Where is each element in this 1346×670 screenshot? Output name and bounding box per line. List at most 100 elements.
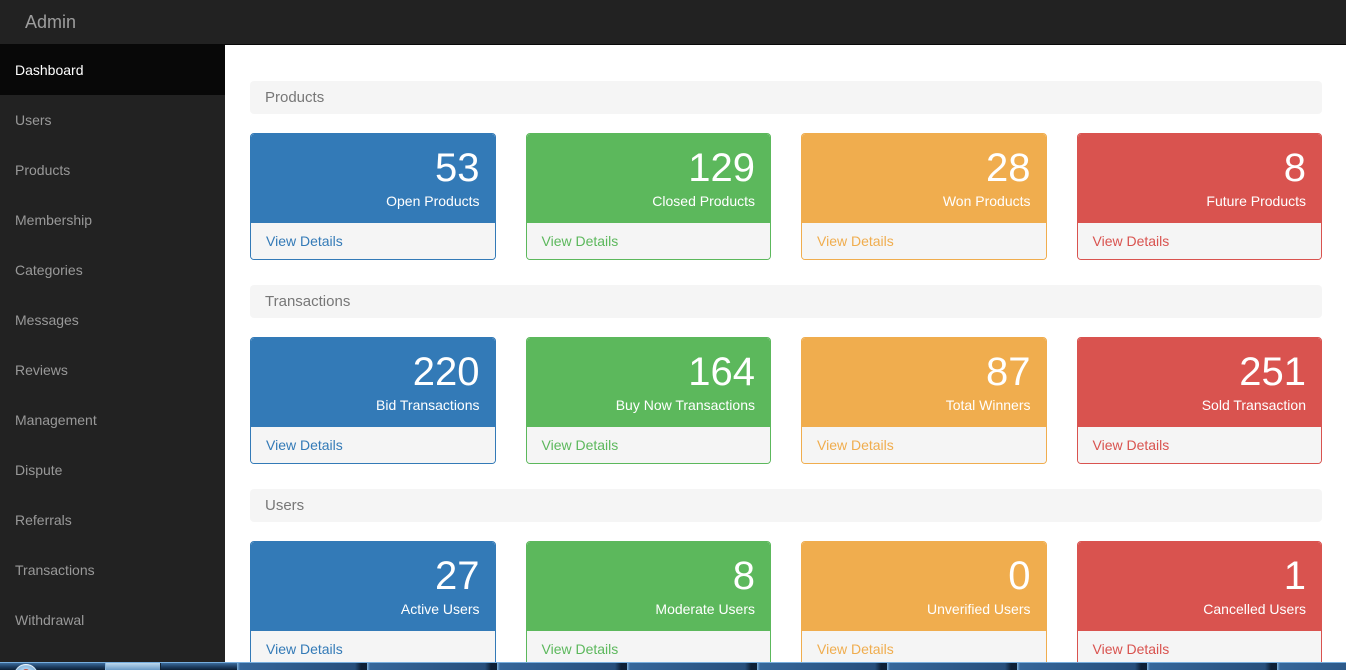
sidebar-item-messages[interactable]: Messages <box>15 312 79 328</box>
card-row: 53 Open Products View Details 129 Closed… <box>250 133 1322 260</box>
view-details-link[interactable]: View Details <box>817 233 894 249</box>
stat-value: 28 <box>986 146 1031 190</box>
stat-value: 251 <box>1239 350 1306 394</box>
stat-card-footer: View Details <box>802 223 1046 259</box>
stat-label: Future Products <box>1206 193 1306 209</box>
stat-label: Won Products <box>942 193 1031 209</box>
taskbar-button[interactable] <box>105 663 161 670</box>
stat-card-won-products: 28 Won Products View Details <box>801 133 1047 260</box>
stat-card-footer: View Details <box>1077 631 1321 667</box>
sidebar-item-management[interactable]: Management <box>15 412 97 428</box>
section-transactions: Transactions 220 Bid Transactions View D… <box>250 285 1322 464</box>
view-details-link[interactable]: View Details <box>541 437 619 453</box>
stat-label: Total Winners <box>945 397 1031 413</box>
stat-card-footer: View Details <box>251 427 495 463</box>
stat-card-heading: 251 Sold Transaction <box>1077 338 1321 427</box>
view-details-link[interactable]: View Details <box>1092 437 1170 453</box>
stat-card-open-products: 53 Open Products View Details <box>250 133 496 260</box>
main-content: Products 53 Open Products View Details 1… <box>225 45 1346 670</box>
app-brand[interactable]: Admin <box>25 12 77 32</box>
stat-card-heading: 8 Moderate Users <box>526 542 770 631</box>
section-users: Users 27 Active Users View Details 8 Mod… <box>250 489 1322 668</box>
stat-card-footer: View Details <box>251 631 495 667</box>
stat-value: 0 <box>1008 554 1031 598</box>
section-products: Products 53 Open Products View Details 1… <box>250 81 1322 260</box>
stat-value: 87 <box>986 350 1031 394</box>
view-details-link[interactable]: View Details <box>266 641 343 657</box>
stat-label: Moderate Users <box>655 601 755 617</box>
windows-taskbar[interactable] <box>0 662 1346 670</box>
stat-value: 164 <box>688 350 755 394</box>
stat-card-total-winners: 87 Total Winners View Details <box>801 337 1047 464</box>
stat-card-heading: 8 Future Products <box>1077 134 1321 223</box>
stat-label: Buy Now Transactions <box>615 397 755 413</box>
stat-card-footer: View Details <box>1077 427 1321 463</box>
card-row: 27 Active Users View Details 8 Moderate … <box>250 541 1322 668</box>
stat-card-active-users: 27 Active Users View Details <box>250 541 496 668</box>
sidebar-nav: Dashboard Users Products Membership Cate… <box>0 45 225 670</box>
card-row: 220 Bid Transactions View Details 164 Bu… <box>250 337 1322 464</box>
stat-card-heading: 1 Cancelled Users <box>1077 542 1321 631</box>
top-navbar: Admin <box>0 0 1346 45</box>
stat-card-heading: 27 Active Users <box>251 542 495 631</box>
stat-value: 129 <box>688 146 755 190</box>
sidebar-item-products[interactable]: Products <box>15 162 71 178</box>
sidebar-item-users[interactable]: Users <box>15 112 52 128</box>
view-details-link[interactable]: View Details <box>541 641 619 657</box>
stat-card-heading: 129 Closed Products <box>526 134 770 223</box>
stat-card-footer: View Details <box>526 223 770 259</box>
view-details-link[interactable]: View Details <box>1092 641 1170 657</box>
stat-label: Bid Transactions <box>376 397 480 413</box>
stat-card-buy-now-transactions: 164 Buy Now Transactions View Details <box>525 337 771 464</box>
stat-card-heading: 164 Buy Now Transactions <box>526 338 770 427</box>
stat-card-footer: View Details <box>251 223 495 259</box>
stat-label: Cancelled Users <box>1203 601 1306 617</box>
view-details-link[interactable]: View Details <box>817 641 894 657</box>
stat-value: 27 <box>435 554 480 598</box>
stat-card-footer: View Details <box>526 631 770 667</box>
stat-card-heading: 53 Open Products <box>251 134 495 223</box>
view-details-link[interactable]: View Details <box>266 437 343 453</box>
stat-card-footer: View Details <box>1077 223 1321 259</box>
stat-card-closed-products: 129 Closed Products View Details <box>525 133 771 260</box>
stat-value: 8 <box>1283 146 1306 190</box>
sidebar-item-dispute[interactable]: Dispute <box>15 462 63 478</box>
stat-label: Active Users <box>400 601 480 617</box>
stat-card-unverified-users: 0 Unverified Users View Details <box>801 541 1047 668</box>
stat-card-heading: 87 Total Winners <box>802 338 1046 427</box>
stat-card-footer: View Details <box>802 631 1046 667</box>
stat-card-footer: View Details <box>526 427 770 463</box>
stat-label: Closed Products <box>652 193 755 209</box>
stat-value: 1 <box>1283 554 1306 598</box>
view-details-link[interactable]: View Details <box>266 233 343 249</box>
sidebar-item-dashboard[interactable]: Dashboard <box>0 45 225 95</box>
stat-label: Unverified Users <box>927 601 1031 617</box>
stat-card-heading: 220 Bid Transactions <box>251 338 495 427</box>
stat-value: 220 <box>412 350 480 394</box>
sidebar-item-membership[interactable]: Membership <box>15 212 93 228</box>
view-details-link[interactable]: View Details <box>1092 233 1170 249</box>
sidebar-item-reviews[interactable]: Reviews <box>15 362 68 378</box>
stat-card-footer: View Details <box>802 427 1046 463</box>
sidebar-item-categories[interactable]: Categories <box>15 262 83 278</box>
stat-value: 53 <box>435 146 480 190</box>
sidebar-item-transactions[interactable]: Transactions <box>15 562 95 578</box>
sidebar-item-withdrawal[interactable]: Withdrawal <box>15 612 85 628</box>
section-title-transactions: Transactions <box>250 285 1322 318</box>
stat-card-bid-transactions: 220 Bid Transactions View Details <box>250 337 496 464</box>
stat-card-heading: 28 Won Products <box>802 134 1046 223</box>
stat-label: Open Products <box>386 193 480 209</box>
stat-card-future-products: 8 Future Products View Details <box>1076 133 1322 260</box>
stat-label: Sold Transaction <box>1201 397 1306 413</box>
stat-card-cancelled-users: 1 Cancelled Users View Details <box>1076 541 1322 668</box>
view-details-link[interactable]: View Details <box>541 233 619 249</box>
view-details-link[interactable]: View Details <box>817 437 894 453</box>
sidebar-item-referrals[interactable]: Referrals <box>15 512 72 528</box>
taskbar-buttons[interactable] <box>237 663 1346 670</box>
stat-card-moderate-users: 8 Moderate Users View Details <box>525 541 771 668</box>
start-button-icon[interactable] <box>14 664 38 670</box>
stat-value: 8 <box>732 554 755 598</box>
stat-card-sold-transaction: 251 Sold Transaction View Details <box>1076 337 1322 464</box>
section-title-users: Users <box>250 489 1322 522</box>
stat-card-heading: 0 Unverified Users <box>802 542 1046 631</box>
